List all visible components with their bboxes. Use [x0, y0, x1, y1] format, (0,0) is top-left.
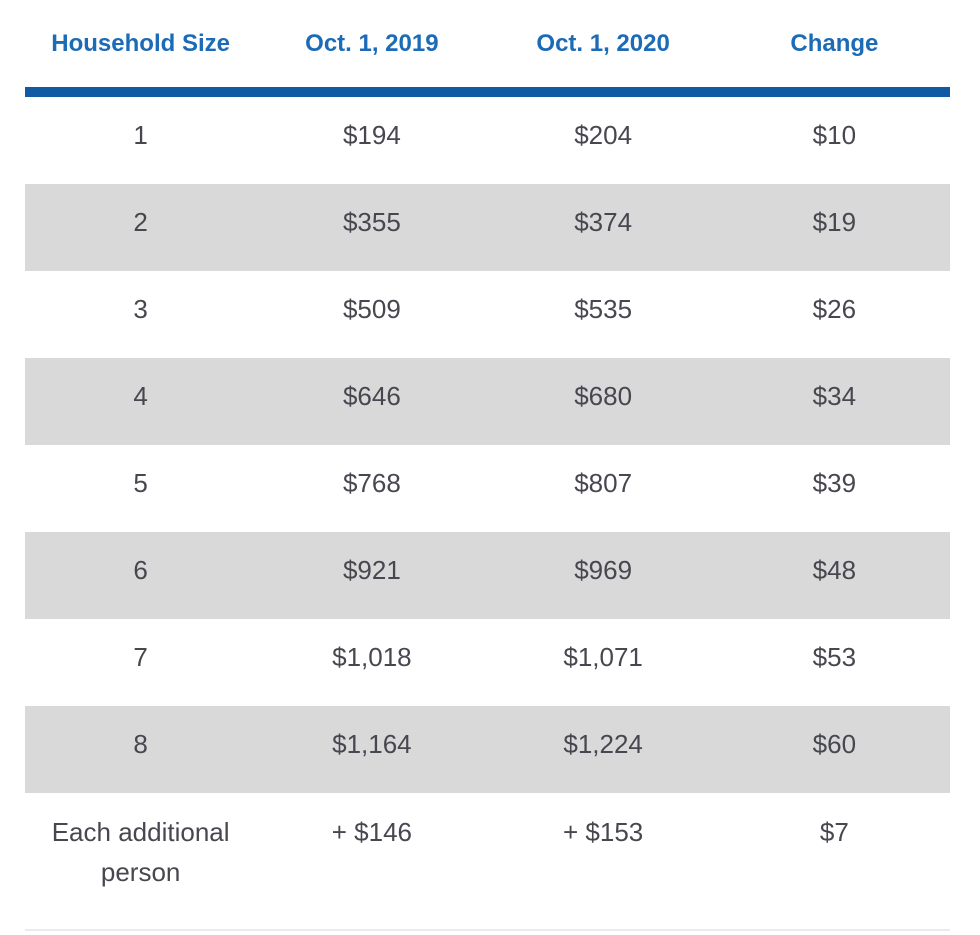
- cell-text: $194: [342, 120, 401, 150]
- table-cell: $1,164: [256, 724, 487, 793]
- table-cell: $60: [719, 724, 950, 793]
- cell-text: $1,164: [332, 729, 412, 759]
- cell-text: $807: [574, 468, 633, 498]
- benefits-table: Household Size Oct. 1, 2019 Oct. 1, 2020…: [25, 0, 950, 931]
- cell-text: 4: [133, 381, 148, 411]
- table-cell: $969: [488, 550, 719, 619]
- header-text: Household Size: [51, 29, 230, 57]
- table-cell: $48: [719, 550, 950, 619]
- cell-text: $60: [812, 729, 857, 759]
- cell-text: $7: [819, 817, 849, 847]
- header-cell-oct-2019: Oct. 1, 2019: [256, 30, 487, 58]
- cell-text: + $153: [563, 817, 644, 847]
- table-cell: 4: [25, 376, 256, 445]
- table-row: Each additional person + $146 + $153 $7: [25, 793, 950, 931]
- cell-text: $34: [812, 381, 857, 411]
- table-row: 2 $355 $374 $19: [25, 184, 950, 271]
- table-cell: $535: [488, 289, 719, 358]
- cell-text: $509: [342, 294, 401, 324]
- table-cell: $768: [256, 463, 487, 532]
- table-cell: 8: [25, 724, 256, 793]
- table-cell: $39: [719, 463, 950, 532]
- cell-text: $1,071: [563, 642, 643, 672]
- cell-text: 3: [133, 294, 148, 324]
- header-divider: [25, 87, 950, 97]
- table-cell: $10: [719, 115, 950, 184]
- table-cell: $7: [719, 812, 950, 929]
- cell-text: $969: [574, 555, 633, 585]
- table-cell: $26: [719, 289, 950, 358]
- cell-text: 8: [133, 729, 148, 759]
- cell-text: $680: [574, 381, 633, 411]
- header-cell-oct-2020: Oct. 1, 2020: [488, 30, 719, 58]
- table-cell: + $153: [488, 812, 719, 929]
- table-row: 3 $509 $535 $26: [25, 271, 950, 358]
- cell-text: 7: [133, 642, 148, 672]
- cell-text: $374: [574, 207, 633, 237]
- cell-text: $646: [342, 381, 401, 411]
- cell-text: $26: [812, 294, 857, 324]
- table-row: 5 $768 $807 $39: [25, 445, 950, 532]
- table-cell: $921: [256, 550, 487, 619]
- cell-text: $10: [812, 120, 857, 150]
- header-text: Oct. 1, 2020: [536, 29, 670, 57]
- cell-text: $1,224: [563, 729, 643, 759]
- table-cell: 6: [25, 550, 256, 619]
- table-cell: + $146: [256, 812, 487, 929]
- cell-text: 5: [133, 468, 148, 498]
- cell-text: $768: [342, 468, 401, 498]
- header-cell-change: Change: [719, 30, 950, 58]
- table-cell: $204: [488, 115, 719, 184]
- cell-text: $48: [812, 555, 857, 585]
- cell-text: $204: [574, 120, 633, 150]
- table-row: 7 $1,018 $1,071 $53: [25, 619, 950, 706]
- table-cell: $807: [488, 463, 719, 532]
- table-cell: $53: [719, 637, 950, 706]
- cell-text: $1,018: [332, 642, 412, 672]
- header-cell-household-size: Household Size: [25, 30, 256, 58]
- table-cell: 1: [25, 115, 256, 184]
- table-cell: 7: [25, 637, 256, 706]
- table-row: 6 $921 $969 $48: [25, 532, 950, 619]
- table-cell: $646: [256, 376, 487, 445]
- table-row: 1 $194 $204 $10: [25, 97, 950, 184]
- table-cell: Each additional person: [25, 812, 256, 929]
- table-cell: $355: [256, 202, 487, 271]
- table-cell: $19: [719, 202, 950, 271]
- table-cell: $509: [256, 289, 487, 358]
- cell-text: 6: [133, 555, 148, 585]
- cell-text: $355: [342, 207, 401, 237]
- table-cell: $1,018: [256, 637, 487, 706]
- table-cell: $194: [256, 115, 487, 184]
- cell-text: $53: [812, 642, 857, 672]
- header-text: Change: [790, 29, 879, 57]
- table-header-row: Household Size Oct. 1, 2019 Oct. 1, 2020…: [25, 0, 950, 87]
- cell-text: $19: [812, 207, 857, 237]
- table-cell: $680: [488, 376, 719, 445]
- table-cell: $1,224: [488, 724, 719, 793]
- cell-text: Each additional person: [51, 817, 230, 887]
- table-row: 4 $646 $680 $34: [25, 358, 950, 445]
- cell-text: + $146: [331, 817, 412, 847]
- table-cell: 3: [25, 289, 256, 358]
- header-text: Oct. 1, 2019: [305, 29, 439, 57]
- cell-text: $921: [342, 555, 401, 585]
- table-cell: $374: [488, 202, 719, 271]
- cell-text: 2: [133, 207, 148, 237]
- table-row: 8 $1,164 $1,224 $60: [25, 706, 950, 793]
- table-cell: $34: [719, 376, 950, 445]
- table-cell: $1,071: [488, 637, 719, 706]
- cell-text: $535: [574, 294, 633, 324]
- cell-text: 1: [133, 120, 148, 150]
- table-body: 1 $194 $204 $10 2 $355 $374 $19 3 $509 $535 $26 4 $64…: [25, 97, 950, 931]
- cell-text: $39: [812, 468, 857, 498]
- table-cell: 2: [25, 202, 256, 271]
- table-cell: 5: [25, 463, 256, 532]
